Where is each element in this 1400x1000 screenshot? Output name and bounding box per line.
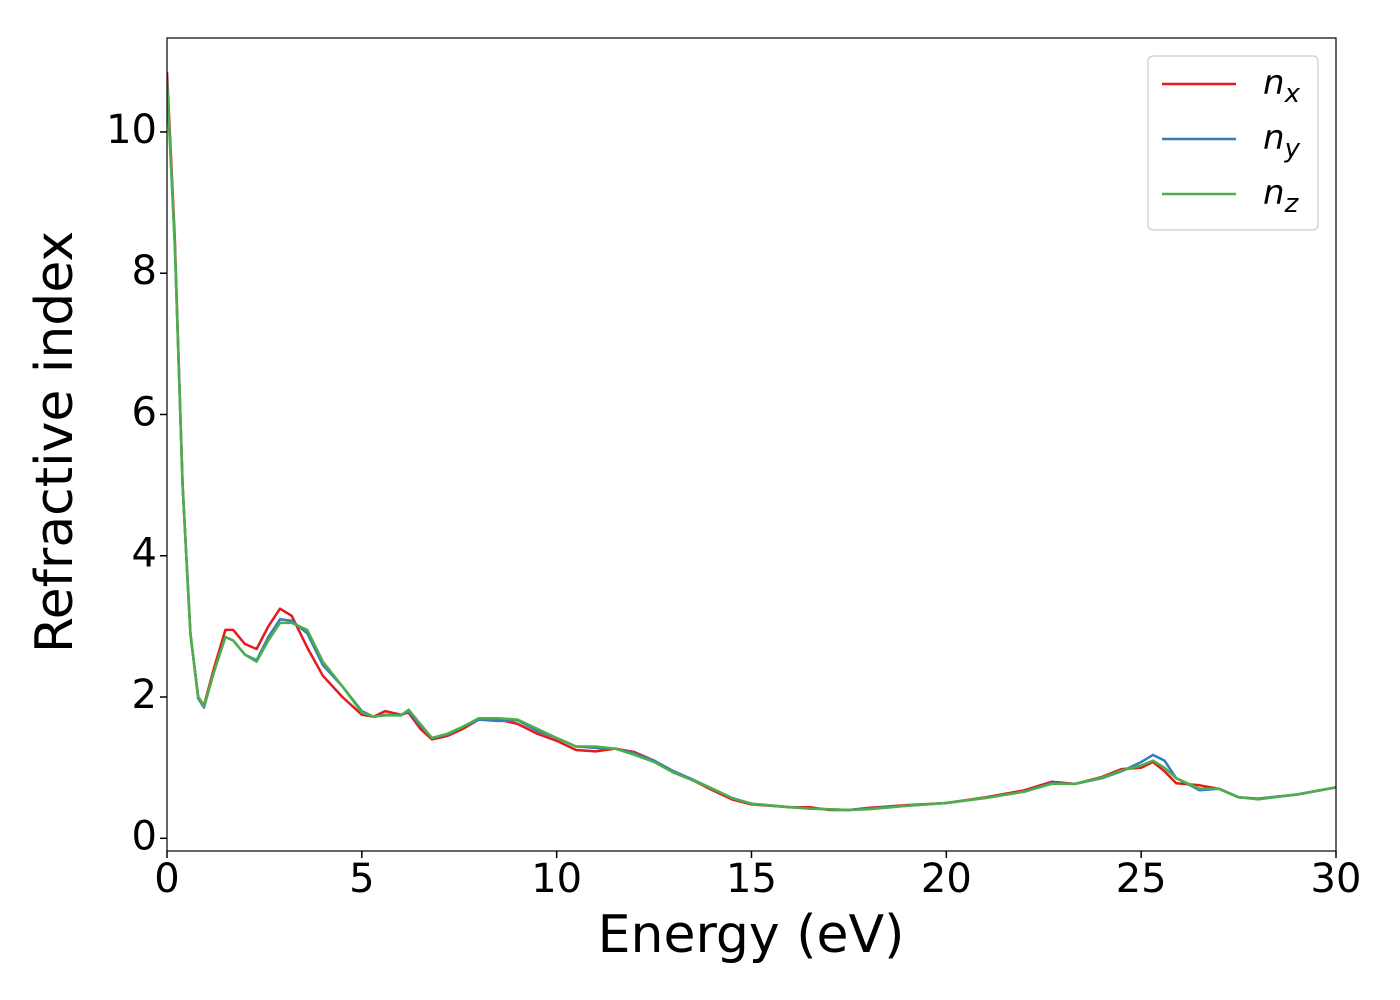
y-tick-label: 4: [132, 531, 157, 577]
x-axis-label: Energy (eV): [598, 905, 905, 965]
plot-frame: [166, 37, 1337, 852]
x-tick-label: 20: [921, 856, 972, 902]
legend-label: nz: [1263, 173, 1300, 219]
legend-label: nx: [1263, 63, 1301, 109]
x-tick-label: 30: [1311, 856, 1362, 902]
x-tick-label: 0: [154, 856, 179, 902]
x-tick-label: 5: [349, 856, 374, 902]
y-tick-label: 6: [132, 389, 157, 435]
y-tick-label: 10: [106, 107, 157, 153]
series-line: [167, 82, 1336, 812]
y-tick-label: 0: [132, 813, 157, 859]
x-tick-label: 15: [726, 856, 777, 902]
y-axis-label: Refractive index: [25, 231, 85, 653]
legend-box: [1147, 55, 1319, 231]
legend-label: ny: [1263, 118, 1301, 164]
y-tick-label: 8: [132, 248, 157, 294]
x-tick-label: 25: [1116, 856, 1167, 902]
y-tick-label: 2: [132, 672, 157, 718]
x-tick-label: 10: [531, 856, 582, 902]
